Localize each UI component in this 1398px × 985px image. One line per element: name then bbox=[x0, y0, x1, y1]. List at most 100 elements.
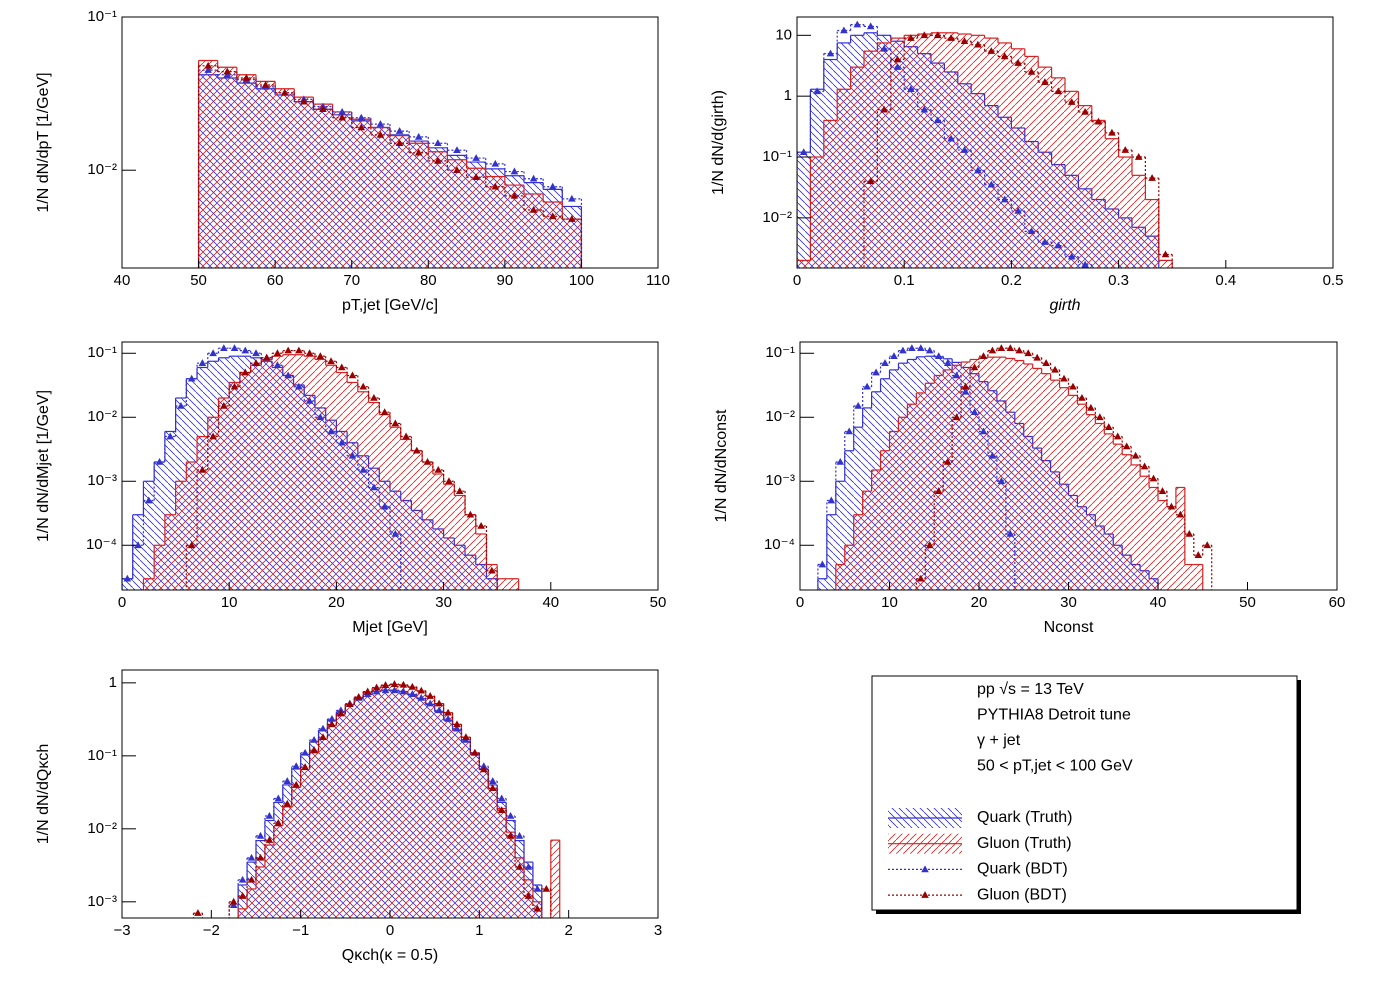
bin-fill bbox=[422, 462, 433, 590]
marker bbox=[488, 777, 497, 784]
marker bbox=[381, 686, 390, 694]
marker bbox=[854, 401, 862, 409]
bin-fill bbox=[443, 484, 455, 590]
bin-fill bbox=[877, 42, 891, 268]
marker bbox=[987, 47, 996, 54]
bdt-histogram bbox=[915, 344, 1213, 590]
bin-fill bbox=[357, 391, 369, 590]
marker bbox=[372, 683, 381, 691]
x-tick-label: 80 bbox=[420, 272, 437, 289]
y-tick-label: 10⁻¹ bbox=[87, 8, 117, 25]
marker bbox=[1054, 87, 1063, 95]
y-tick-label: 10⁻² bbox=[87, 161, 117, 178]
bin-fill bbox=[368, 402, 380, 590]
marker bbox=[471, 748, 479, 756]
bin-fill bbox=[934, 375, 944, 590]
y-axis-label: 1/N dN/dQκch bbox=[35, 744, 52, 844]
marker bbox=[265, 836, 274, 843]
marker bbox=[510, 167, 519, 175]
marker bbox=[1015, 346, 1024, 354]
bin-fill bbox=[434, 703, 444, 918]
marker bbox=[1167, 502, 1176, 510]
marker bbox=[376, 130, 385, 138]
marker bbox=[827, 496, 836, 504]
bin-fill bbox=[470, 752, 480, 918]
marker bbox=[1067, 98, 1076, 105]
marker bbox=[305, 396, 314, 404]
plot-frame bbox=[121, 16, 659, 269]
y-tick-label: 10⁻³ bbox=[87, 893, 117, 910]
bin-fill bbox=[354, 697, 364, 918]
y-tick-label: 10⁻² bbox=[87, 820, 117, 837]
legend-label: Quark (Truth) bbox=[977, 809, 1072, 826]
bin-fill bbox=[826, 514, 836, 590]
bin-fill bbox=[143, 578, 155, 590]
marker bbox=[472, 173, 480, 181]
bin-fill bbox=[1051, 77, 1065, 268]
marker bbox=[348, 371, 357, 379]
bin-fill bbox=[504, 185, 524, 268]
marker bbox=[488, 566, 496, 574]
bin-fill bbox=[970, 359, 979, 590]
marker bbox=[123, 574, 132, 582]
bin-fill bbox=[1068, 395, 1078, 590]
marker bbox=[359, 382, 367, 390]
x-tick-label: 60 bbox=[267, 272, 284, 289]
bin-fill bbox=[293, 354, 305, 590]
marker bbox=[155, 458, 164, 465]
bin-fill bbox=[1050, 380, 1060, 590]
legend-marker bbox=[921, 865, 929, 873]
marker bbox=[319, 733, 327, 741]
marker bbox=[204, 66, 212, 73]
marker bbox=[256, 853, 265, 861]
marker bbox=[1148, 174, 1156, 181]
marker bbox=[166, 432, 175, 440]
panel: −3 −2 −1 0 1 2 3 10⁻³ 10⁻² 10⁻¹ 1 Qκch(κ = 0.5) 1/N … bbox=[35, 669, 662, 964]
marker bbox=[1131, 451, 1140, 459]
marker bbox=[305, 349, 314, 357]
bin-fill bbox=[313, 104, 333, 268]
marker bbox=[453, 724, 461, 732]
x-tick-label: 40 bbox=[1150, 594, 1167, 611]
marker bbox=[987, 180, 996, 188]
marker bbox=[370, 394, 378, 401]
marker bbox=[1041, 238, 1049, 245]
bin-fill bbox=[1077, 404, 1087, 590]
marker bbox=[380, 408, 389, 416]
marker bbox=[310, 746, 318, 753]
marker bbox=[477, 522, 485, 529]
marker bbox=[917, 344, 925, 352]
bin-fill bbox=[1175, 487, 1185, 590]
marker bbox=[435, 706, 443, 714]
marker bbox=[1000, 52, 1009, 60]
plot-frame bbox=[796, 16, 1334, 269]
bin-fill bbox=[943, 369, 953, 590]
x-tick-label: 70 bbox=[343, 272, 360, 289]
bin-fill bbox=[1011, 48, 1025, 268]
marker bbox=[284, 371, 292, 379]
bin-fill bbox=[1086, 414, 1096, 590]
bin-fill bbox=[154, 462, 165, 590]
bin-fill bbox=[409, 143, 429, 268]
x-axis-label: girth bbox=[1049, 297, 1080, 314]
marker bbox=[925, 541, 934, 549]
marker bbox=[316, 413, 325, 421]
x-tick-label: −3 bbox=[113, 922, 130, 939]
y-tick-label: 10⁻¹ bbox=[87, 747, 117, 764]
marker bbox=[1185, 529, 1194, 537]
marker bbox=[414, 132, 423, 140]
marker bbox=[413, 446, 421, 454]
bin-fill bbox=[229, 382, 240, 590]
bin-fill bbox=[797, 260, 811, 268]
marker bbox=[273, 349, 282, 357]
bin-fill bbox=[1005, 358, 1015, 590]
bdt-histogram bbox=[122, 344, 402, 590]
marker bbox=[1203, 541, 1212, 549]
bin-fill bbox=[916, 392, 926, 590]
bin-fill bbox=[207, 417, 219, 590]
bdt-histogram bbox=[863, 31, 1173, 268]
marker bbox=[1024, 349, 1033, 357]
bin-fill bbox=[282, 354, 294, 590]
marker bbox=[907, 85, 915, 93]
